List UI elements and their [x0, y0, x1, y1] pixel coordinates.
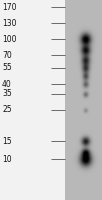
Bar — [0, 0, 65, 200]
Text: 25: 25 — [2, 106, 12, 114]
Text: 170: 170 — [2, 2, 17, 11]
Text: 40: 40 — [2, 80, 12, 88]
Text: 15: 15 — [2, 136, 12, 146]
Text: 130: 130 — [2, 19, 17, 27]
Text: 35: 35 — [2, 90, 12, 98]
Text: 100: 100 — [2, 34, 17, 44]
Text: 70: 70 — [2, 50, 12, 60]
Text: 10: 10 — [2, 154, 12, 164]
Text: 55: 55 — [2, 64, 12, 72]
